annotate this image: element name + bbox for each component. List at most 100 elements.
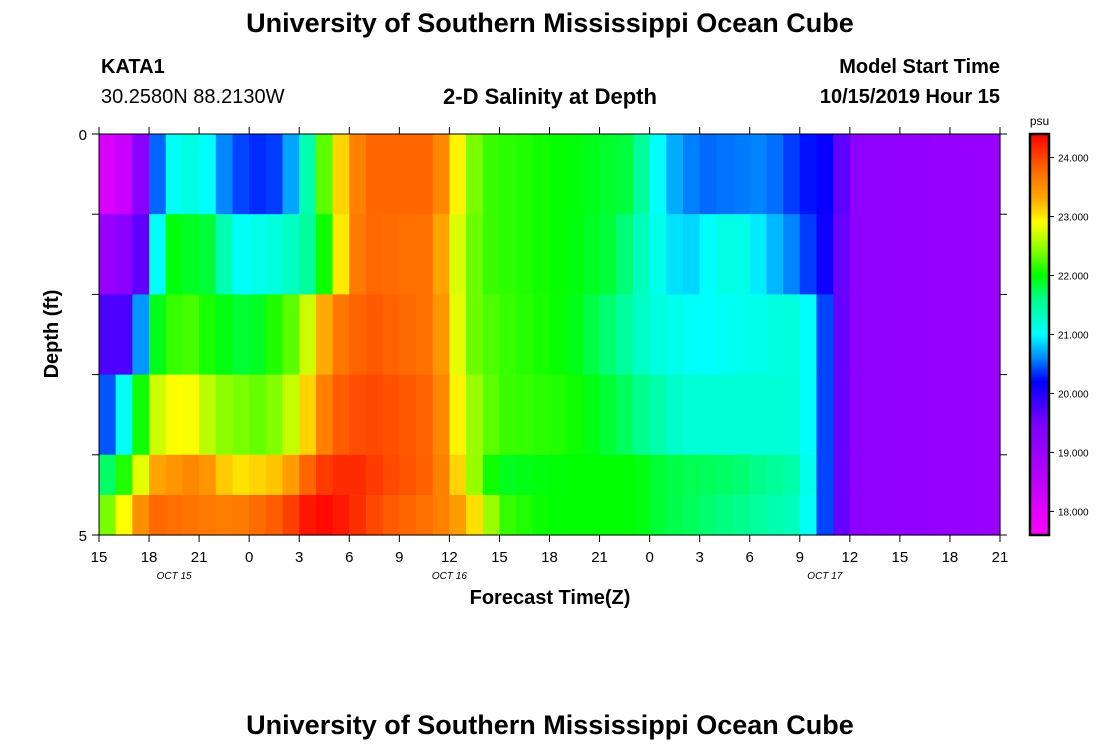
heatmap-cell (616, 294, 634, 376)
heatmap-cell (966, 374, 984, 456)
heatmap-cell (566, 374, 584, 456)
colorbar-tick-label: 22.000 (1058, 272, 1089, 283)
heatmap-cell (599, 494, 617, 536)
heatmap-cell (733, 494, 751, 536)
heatmap-cell (416, 134, 434, 215)
heatmap-cell (132, 294, 150, 376)
heatmap-cell (382, 454, 400, 496)
date-label: OCT 17 (807, 571, 842, 582)
x-tick-label: 9 (796, 549, 804, 566)
heatmap-cell (549, 294, 567, 376)
heatmap-cell (416, 454, 434, 496)
heatmap-cell (582, 294, 601, 376)
heatmap-cell (783, 294, 801, 376)
x-tick-label: 6 (746, 549, 754, 566)
heatmap-cell (799, 454, 818, 496)
colorbar-unit-label: psu (1030, 114, 1049, 128)
heatmap-cell (933, 494, 951, 536)
heatmap-cell (282, 214, 300, 295)
heatmap-cell (149, 494, 167, 536)
heatmap-cell (299, 374, 317, 456)
heatmap-cell (599, 454, 617, 496)
heatmap-cell (716, 454, 734, 496)
heatmap-cell (799, 294, 818, 376)
heatmap-cell (666, 294, 684, 376)
heatmap-cell (749, 214, 768, 295)
heatmap-cell (833, 454, 851, 496)
heatmap-cell (165, 294, 184, 376)
heatmap-cell (566, 134, 584, 215)
heatmap-cell (666, 494, 684, 536)
heatmap-cell (966, 494, 984, 536)
heatmap-cell (833, 134, 851, 215)
heatmap-cell (983, 454, 1001, 496)
heatmap-cell (983, 134, 1001, 215)
heatmap-cell (566, 494, 584, 536)
heatmap-cell (232, 294, 250, 376)
heatmap-cell (215, 374, 234, 456)
heatmap-cell (365, 374, 384, 456)
heatmap-cell (115, 374, 133, 456)
heatmap-cell (616, 214, 634, 295)
heatmap-cell (833, 494, 851, 536)
heatmap-cell (699, 494, 717, 536)
heatmap-cell (199, 374, 217, 456)
heatmap-cell (199, 134, 217, 215)
heatmap-cell (666, 214, 684, 295)
heatmap-cell (899, 374, 918, 456)
heatmap-cell (716, 494, 734, 536)
x-tick-label: 0 (645, 549, 653, 566)
heatmap-cell (983, 374, 1001, 456)
heatmap-cell (382, 214, 400, 295)
heatmap-cell (716, 134, 734, 215)
heatmap-cell (482, 214, 501, 295)
heatmap-cell (382, 134, 400, 215)
heatmap-cell (549, 454, 567, 496)
heatmap-cell (382, 374, 400, 456)
heatmap-cell (165, 134, 184, 215)
heatmap-cell (349, 494, 367, 536)
heatmap-cell (149, 374, 167, 456)
heatmap-cell (716, 294, 734, 376)
heatmap-cell (799, 374, 818, 456)
heatmap-cell (165, 214, 184, 295)
heatmap-cell (499, 214, 517, 295)
x-tick-label: 0 (245, 549, 253, 566)
heatmap-cell (916, 454, 934, 496)
heatmap-cell (299, 214, 317, 295)
heatmap-cell (783, 454, 801, 496)
heatmap-cell (482, 134, 501, 215)
heatmap-cell (232, 134, 250, 215)
heatmap-cell (416, 494, 434, 536)
heatmap-cell (282, 134, 300, 215)
x-tick-label: 3 (695, 549, 703, 566)
chart-title: 2-D Salinity at Depth (443, 84, 657, 109)
heatmap-cell (99, 214, 117, 295)
heatmap-cell (783, 214, 801, 295)
model-start-value: 10/15/2019 Hour 15 (819, 86, 1000, 108)
heatmap-cell (799, 214, 818, 295)
heatmap-cell (349, 134, 367, 215)
heatmap-cell (349, 214, 367, 295)
heatmap-cell (265, 134, 284, 215)
heatmap-cell (149, 214, 167, 295)
heatmap-cell (132, 134, 150, 215)
heatmap-cell (866, 134, 884, 215)
heatmap-cell (299, 494, 317, 536)
heatmap-cell (249, 454, 267, 496)
heatmap-cell (866, 454, 884, 496)
heatmap-cell (699, 214, 717, 295)
heatmap-cell (115, 214, 133, 295)
heatmap-cell (516, 374, 534, 456)
heatmap-cell (716, 374, 734, 456)
heatmap-cell (315, 454, 334, 496)
heatmap-cell (816, 374, 834, 456)
heatmap-cell (249, 494, 267, 536)
colorbar-tick-label: 24.000 (1058, 154, 1089, 165)
heatmap-cell (315, 134, 334, 215)
heatmap-cell (449, 374, 467, 456)
heatmap-cell (682, 134, 701, 215)
heatmap-cell (215, 214, 234, 295)
colorbar-tick-label: 18.000 (1058, 507, 1089, 518)
